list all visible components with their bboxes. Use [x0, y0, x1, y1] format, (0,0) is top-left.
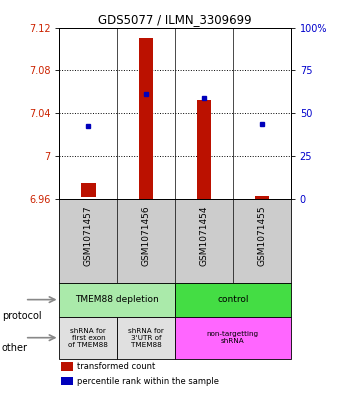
- Text: control: control: [217, 295, 249, 304]
- Bar: [255, 196, 269, 201]
- Text: GSM1071454: GSM1071454: [200, 206, 208, 266]
- Text: protocol: protocol: [2, 311, 41, 321]
- Text: other: other: [2, 343, 28, 353]
- Bar: [61, 377, 73, 385]
- Bar: [139, 38, 153, 199]
- Bar: [175, 283, 291, 317]
- Text: GSM1071456: GSM1071456: [142, 206, 151, 266]
- Bar: [59, 317, 117, 359]
- Text: percentile rank within the sample: percentile rank within the sample: [77, 376, 219, 386]
- Bar: [61, 362, 73, 371]
- Bar: [81, 183, 96, 196]
- Text: shRNA for
first exon
of TMEM88: shRNA for first exon of TMEM88: [68, 328, 108, 348]
- Title: GDS5077 / ILMN_3309699: GDS5077 / ILMN_3309699: [98, 13, 252, 26]
- Bar: [59, 283, 175, 317]
- Text: transformed count: transformed count: [77, 362, 155, 371]
- Bar: [197, 100, 211, 199]
- Text: GSM1071457: GSM1071457: [84, 206, 93, 266]
- Bar: [117, 317, 175, 359]
- Text: GSM1071455: GSM1071455: [257, 206, 266, 266]
- Text: non-targetting
shRNA: non-targetting shRNA: [207, 331, 259, 344]
- Text: TMEM88 depletion: TMEM88 depletion: [75, 295, 159, 304]
- Text: shRNA for
3'UTR of
TMEM88: shRNA for 3'UTR of TMEM88: [128, 328, 164, 348]
- Bar: [175, 317, 291, 359]
